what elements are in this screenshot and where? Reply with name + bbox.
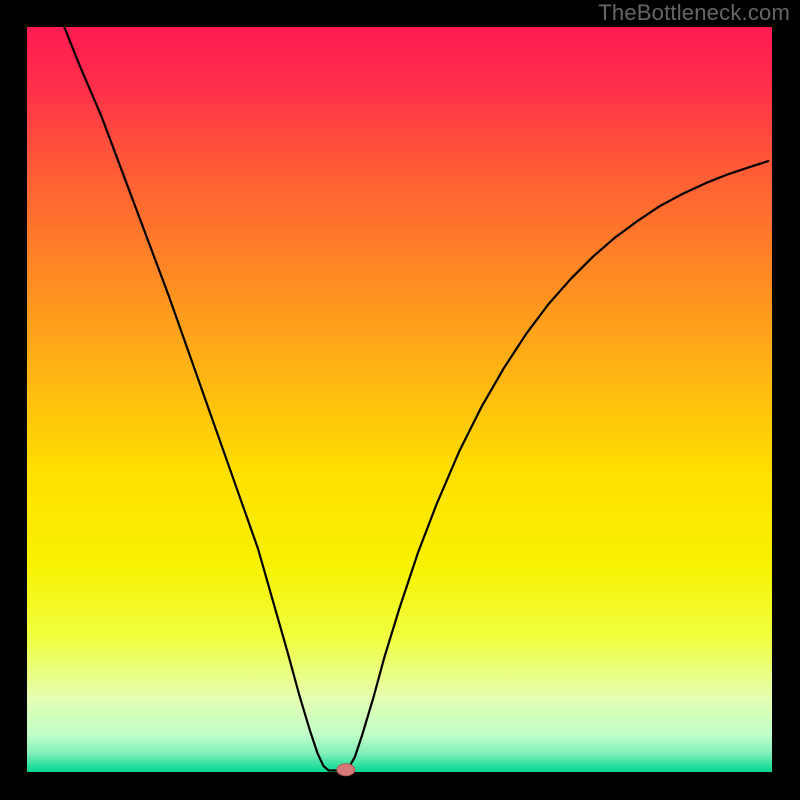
- plot-background: [27, 27, 772, 772]
- chart-container: TheBottleneck.com: [0, 0, 800, 800]
- watermark-text: TheBottleneck.com: [598, 0, 790, 26]
- optimal-marker: [337, 764, 355, 776]
- bottleneck-chart: [0, 0, 800, 800]
